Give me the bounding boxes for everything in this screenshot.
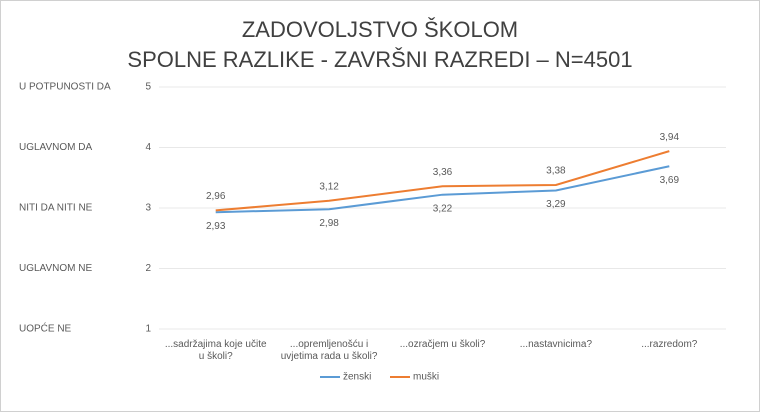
level-label: NITI DA NITI NE — [19, 203, 93, 214]
y-tick-label: 5 — [145, 82, 151, 93]
legend-label: ženski — [343, 372, 371, 383]
x-tick-label: ...nastavnicima? — [519, 339, 593, 350]
level-label: UGLAVNOM NE — [19, 263, 92, 274]
x-tick-label: ...opremljenošću i uvjetima rada u školi… — [280, 339, 378, 362]
data-label: 2,98 — [319, 218, 339, 229]
y-tick-label: 1 — [145, 324, 151, 335]
data-label: 3,38 — [546, 166, 566, 177]
data-label: 3,22 — [433, 203, 453, 214]
data-label: 3,29 — [546, 199, 566, 210]
legend-label: muški — [413, 372, 439, 383]
x-tick-label: ...razredom? — [641, 339, 698, 350]
level-label: UGLAVNOM DA — [19, 142, 92, 153]
level-label: UOPĆE NE — [19, 322, 72, 335]
y-tick-label: 3 — [145, 203, 151, 214]
x-tick-label: ...ozračjem u školi? — [399, 339, 486, 350]
chart-subtitle: SPOLNE RAZLIKE - ZAVRŠNI RAZREDI – N=450… — [127, 47, 632, 72]
line-series — [215, 150, 670, 212]
data-label: 3,12 — [319, 181, 339, 192]
y-tick-label: 2 — [145, 263, 151, 274]
data-label: 3,36 — [433, 167, 453, 178]
level-label: U POTPUNOSTI DA — [19, 82, 111, 93]
y-tick-label: 4 — [145, 142, 151, 153]
data-label: 3,94 — [660, 132, 680, 143]
data-label: 3,69 — [660, 175, 680, 186]
line-series — [215, 165, 670, 214]
data-label: 2,93 — [206, 221, 226, 232]
chart-title: ZADOVOLJSTVO ŠKOLOM — [242, 17, 518, 42]
data-label: 2,96 — [206, 191, 226, 202]
x-tick-label: ...sadržajima koje učite u školi? — [164, 339, 267, 362]
